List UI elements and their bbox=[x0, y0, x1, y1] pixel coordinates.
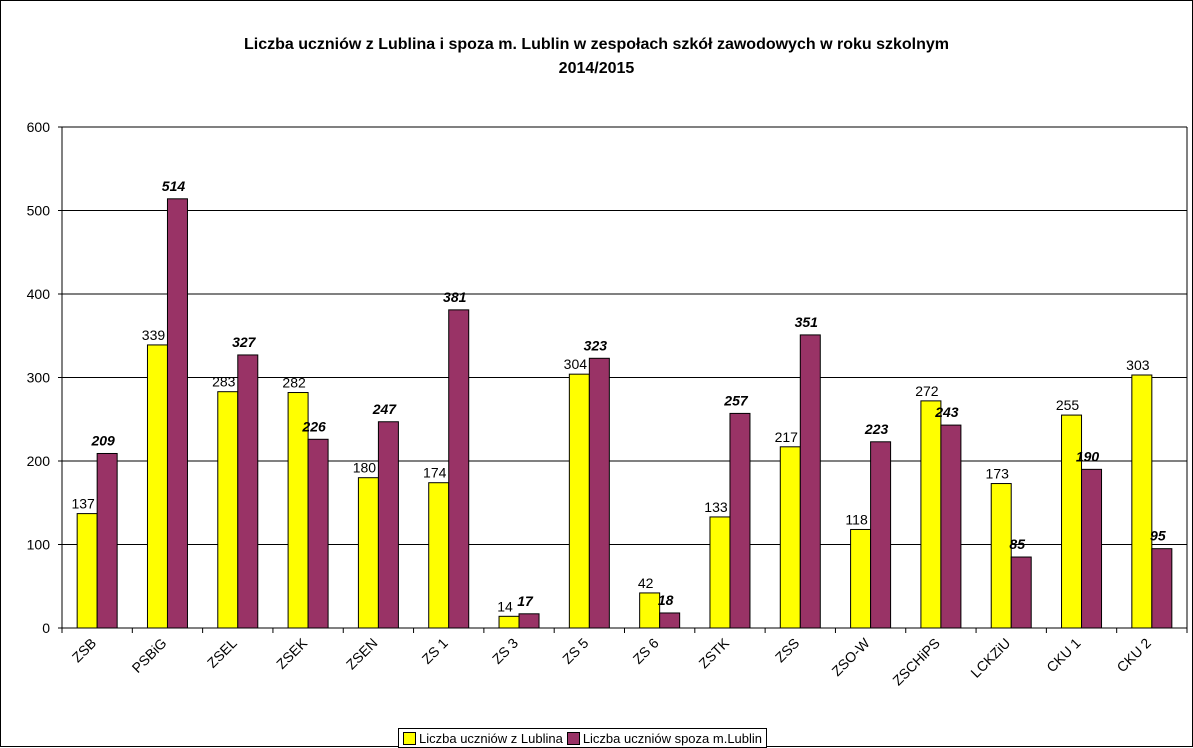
y-tick-label: 0 bbox=[42, 620, 50, 636]
data-label-series-1: 133 bbox=[704, 499, 728, 515]
x-tick-label: ZSB bbox=[69, 635, 100, 666]
data-label-series-2: 351 bbox=[795, 314, 819, 330]
bar-series-1 bbox=[920, 400, 942, 629]
y-tick-label: 400 bbox=[27, 286, 51, 302]
data-label-series-1: 137 bbox=[71, 496, 95, 512]
bar-series-2 bbox=[940, 424, 962, 629]
x-tick-label: ZSTK bbox=[695, 634, 732, 671]
bar-series-1 bbox=[428, 482, 450, 629]
x-tick-label: CKU 2 bbox=[1113, 635, 1154, 676]
bar-series-2 bbox=[237, 354, 259, 629]
bar-series-1 bbox=[850, 528, 872, 629]
x-tick-label: ZS 5 bbox=[559, 635, 591, 667]
bar-series-2 bbox=[729, 412, 751, 629]
data-label-series-1: 272 bbox=[915, 383, 939, 399]
x-tick-label: ZSEN bbox=[343, 635, 381, 673]
y-tick-label: 100 bbox=[27, 537, 51, 553]
x-tick-label: ZS 3 bbox=[489, 635, 521, 667]
bar-series-1 bbox=[568, 373, 590, 629]
bar-series-2 bbox=[1081, 468, 1103, 629]
x-tick-label: ZSS bbox=[772, 635, 803, 666]
bar-series-2 bbox=[448, 309, 470, 629]
x-tick-label: ZSEL bbox=[204, 635, 240, 671]
data-label-series-2: 209 bbox=[90, 432, 115, 448]
data-label-series-2: 226 bbox=[301, 418, 326, 434]
data-label-series-2: 381 bbox=[443, 289, 467, 305]
x-tick-label: LCKZiU bbox=[967, 635, 1013, 681]
data-label-series-1: 14 bbox=[497, 598, 513, 614]
bar-series-1 bbox=[146, 344, 168, 629]
bar-series-2 bbox=[377, 421, 399, 629]
data-label-series-1: 255 bbox=[1056, 397, 1080, 413]
data-label-series-2: 514 bbox=[162, 178, 186, 194]
bar-series-2 bbox=[588, 357, 610, 629]
data-label-series-1: 283 bbox=[212, 374, 236, 390]
bar-series-2 bbox=[799, 334, 821, 629]
legend-swatch-series-2 bbox=[566, 731, 580, 745]
x-tick-label: ZS 6 bbox=[630, 635, 662, 667]
x-tick-label: CKU 1 bbox=[1043, 635, 1084, 676]
data-label-series-1: 118 bbox=[845, 511, 868, 527]
data-label-series-1: 217 bbox=[775, 429, 799, 445]
legend-item-series-2: Liczba uczniów spoza m.Lublin bbox=[566, 730, 763, 746]
data-label-series-1: 303 bbox=[1126, 357, 1150, 373]
x-tick-label: ZS 1 bbox=[419, 635, 451, 667]
data-label-series-2: 190 bbox=[1076, 448, 1100, 464]
y-tick-label: 300 bbox=[27, 370, 51, 386]
legend-label-series-1: Liczba uczniów z Lublina bbox=[419, 730, 563, 746]
chart-title-line-1: Liczba uczniów z Lublina i spoza m. Lubl… bbox=[244, 36, 949, 53]
data-label-series-1: 304 bbox=[564, 356, 588, 372]
bar-series-2 bbox=[166, 198, 188, 629]
bar-series-2 bbox=[1151, 548, 1173, 629]
bar-series-2 bbox=[518, 613, 540, 629]
legend: Liczba uczniów z Lublina Liczba uczniów … bbox=[398, 728, 768, 748]
bar-series-2 bbox=[307, 438, 329, 629]
data-label-series-1: 282 bbox=[282, 375, 306, 391]
bar-series-1 bbox=[709, 516, 731, 629]
x-tick-label: ZSO-W bbox=[828, 634, 873, 679]
legend-label-series-2: Liczba uczniów spoza m.Lublin bbox=[582, 730, 763, 746]
bar-series-1 bbox=[779, 446, 801, 629]
y-tick-label: 200 bbox=[27, 453, 51, 469]
bar-series-1 bbox=[357, 477, 379, 629]
x-tick-label: PSBiG bbox=[129, 635, 170, 676]
y-tick-label: 500 bbox=[27, 203, 51, 219]
data-label-series-2: 18 bbox=[658, 592, 674, 608]
bar-series-2 bbox=[1010, 556, 1032, 629]
legend-item-series-1: Liczba uczniów z Lublina bbox=[403, 731, 563, 746]
bar-series-2 bbox=[96, 452, 118, 629]
chart-title: Liczba uczniów z Lublina i spoza m. Lubl… bbox=[0, 33, 1193, 81]
data-label-series-2: 247 bbox=[372, 401, 398, 417]
data-label-series-2: 223 bbox=[864, 421, 889, 437]
data-label-series-1: 174 bbox=[423, 465, 447, 481]
data-label-series-2: 257 bbox=[723, 392, 749, 408]
y-tick-label: 600 bbox=[27, 119, 51, 135]
bar-series-1 bbox=[639, 592, 661, 629]
data-label-series-1: 180 bbox=[353, 460, 377, 476]
data-label-series-2: 327 bbox=[232, 334, 257, 350]
bar-series-1 bbox=[217, 391, 239, 629]
x-tick-label: ZSEK bbox=[273, 634, 311, 672]
data-label-series-2: 85 bbox=[1009, 536, 1025, 552]
bar-series-2 bbox=[870, 441, 892, 629]
data-label-series-1: 339 bbox=[142, 327, 166, 343]
bar-series-1 bbox=[498, 615, 520, 629]
bar-series-2 bbox=[659, 612, 681, 629]
bar-series-1 bbox=[76, 513, 98, 629]
x-tick-label: ZSCHiPS bbox=[889, 635, 943, 689]
data-label-series-2: 95 bbox=[1150, 528, 1166, 544]
data-label-series-1: 173 bbox=[986, 466, 1010, 482]
data-label-series-1: 42 bbox=[638, 575, 654, 591]
data-label-series-2: 17 bbox=[517, 593, 534, 609]
data-label-series-2: 323 bbox=[584, 337, 608, 353]
legend-swatch-series-1 bbox=[403, 731, 416, 745]
bar-series-1 bbox=[1131, 374, 1153, 629]
chart-title-line-2: 2014/2015 bbox=[558, 60, 635, 77]
bar-series-1 bbox=[990, 483, 1012, 629]
bar-series-1 bbox=[1061, 414, 1083, 629]
data-label-series-2: 243 bbox=[934, 404, 959, 420]
